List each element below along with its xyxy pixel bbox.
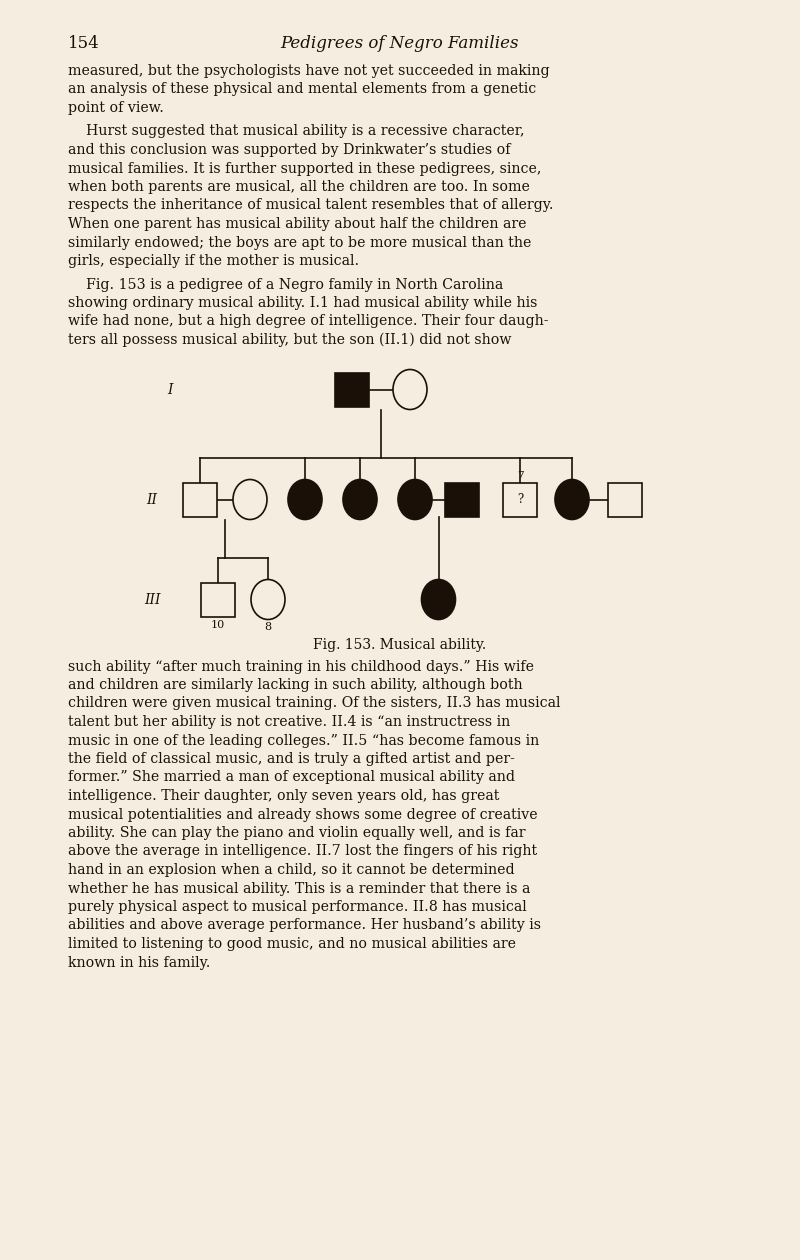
Text: When one parent has musical ability about half the children are: When one parent has musical ability abou…	[68, 217, 526, 231]
Text: limited to listening to good music, and no musical abilities are: limited to listening to good music, and …	[68, 937, 516, 951]
Ellipse shape	[555, 480, 589, 519]
Ellipse shape	[343, 480, 377, 519]
Text: point of view.: point of view.	[68, 101, 164, 115]
Text: 10: 10	[211, 620, 225, 630]
Text: measured, but the psychologists have not yet succeeded in making: measured, but the psychologists have not…	[68, 64, 550, 78]
Text: and this conclusion was supported by Drinkwater’s studies of: and this conclusion was supported by Dri…	[68, 142, 510, 158]
Ellipse shape	[422, 580, 455, 620]
Bar	[201, 582, 235, 616]
Ellipse shape	[393, 369, 427, 410]
Ellipse shape	[288, 480, 322, 519]
Text: purely physical aspect to musical performance. II.8 has musical: purely physical aspect to musical perfor…	[68, 900, 526, 914]
Text: the field of classical music, and is truly a gifted artist and per-: the field of classical music, and is tru…	[68, 752, 515, 766]
Text: I: I	[167, 383, 173, 397]
Text: abilities and above average performance. Her husband’s ability is: abilities and above average performance.…	[68, 919, 541, 932]
Text: an analysis of these physical and mental elements from a genetic: an analysis of these physical and mental…	[68, 82, 536, 97]
Text: showing ordinary musical ability. I.1 had musical ability while his: showing ordinary musical ability. I.1 ha…	[68, 296, 538, 310]
Text: 8: 8	[265, 622, 271, 633]
Bar	[445, 483, 479, 517]
Text: music in one of the leading colleges.” II.5 “has become famous in: music in one of the leading colleges.” I…	[68, 733, 539, 747]
Text: 7: 7	[517, 471, 523, 480]
Text: above the average in intelligence. II.7 lost the fingers of his right: above the average in intelligence. II.7 …	[68, 844, 537, 858]
Text: similarly endowed; the boys are apt to be more musical than the: similarly endowed; the boys are apt to b…	[68, 236, 531, 249]
Text: and children are similarly lacking in such ability, although both: and children are similarly lacking in su…	[68, 678, 522, 692]
Text: when both parents are musical, all the children are too. In some: when both parents are musical, all the c…	[68, 180, 530, 194]
Bar	[503, 483, 537, 517]
Text: respects the inheritance of musical talent resembles that of allergy.: respects the inheritance of musical tale…	[68, 199, 554, 213]
Text: known in his family.: known in his family.	[68, 955, 210, 969]
Text: Fig. 153 is a pedigree of a Negro family in North Carolina: Fig. 153 is a pedigree of a Negro family…	[68, 277, 503, 291]
Text: musical families. It is further supported in these pedigrees, since,: musical families. It is further supporte…	[68, 161, 542, 175]
Text: II: II	[146, 493, 158, 507]
Text: talent but her ability is not creative. II.4 is “an instructress in: talent but her ability is not creative. …	[68, 714, 510, 730]
Text: whether he has musical ability. This is a reminder that there is a: whether he has musical ability. This is …	[68, 882, 530, 896]
Text: musical potentialities and already shows some degree of creative: musical potentialities and already shows…	[68, 808, 538, 822]
Text: Fig. 153. Musical ability.: Fig. 153. Musical ability.	[314, 638, 486, 651]
Bar	[608, 483, 642, 517]
Ellipse shape	[251, 580, 285, 620]
Text: such ability “after much training in his childhood days.” His wife: such ability “after much training in his…	[68, 659, 534, 674]
Text: ability. She can play the piano and violin equally well, and is far: ability. She can play the piano and viol…	[68, 827, 526, 840]
Text: girls, especially if the mother is musical.: girls, especially if the mother is music…	[68, 255, 359, 268]
Ellipse shape	[233, 480, 267, 519]
Text: III: III	[144, 592, 160, 606]
Text: 154: 154	[68, 35, 100, 52]
Text: Pedigrees of Negro Families: Pedigrees of Negro Families	[281, 35, 519, 52]
Bar	[335, 373, 369, 407]
Text: hand in an explosion when a child, so it cannot be determined: hand in an explosion when a child, so it…	[68, 863, 514, 877]
Text: former.” She married a man of exceptional musical ability and: former.” She married a man of exceptiona…	[68, 771, 515, 785]
Text: ters all possess musical ability, but the son (II.1) did not show: ters all possess musical ability, but th…	[68, 333, 511, 348]
Bar	[183, 483, 217, 517]
Text: children were given musical training. Of the sisters, II.3 has musical: children were given musical training. Of…	[68, 697, 561, 711]
Text: ?: ?	[517, 493, 523, 507]
Text: intelligence. Their daughter, only seven years old, has great: intelligence. Their daughter, only seven…	[68, 789, 499, 803]
Text: Hurst suggested that musical ability is a recessive character,: Hurst suggested that musical ability is …	[68, 125, 525, 139]
Ellipse shape	[398, 480, 432, 519]
Text: wife had none, but a high degree of intelligence. Their four daugh-: wife had none, but a high degree of inte…	[68, 315, 549, 329]
